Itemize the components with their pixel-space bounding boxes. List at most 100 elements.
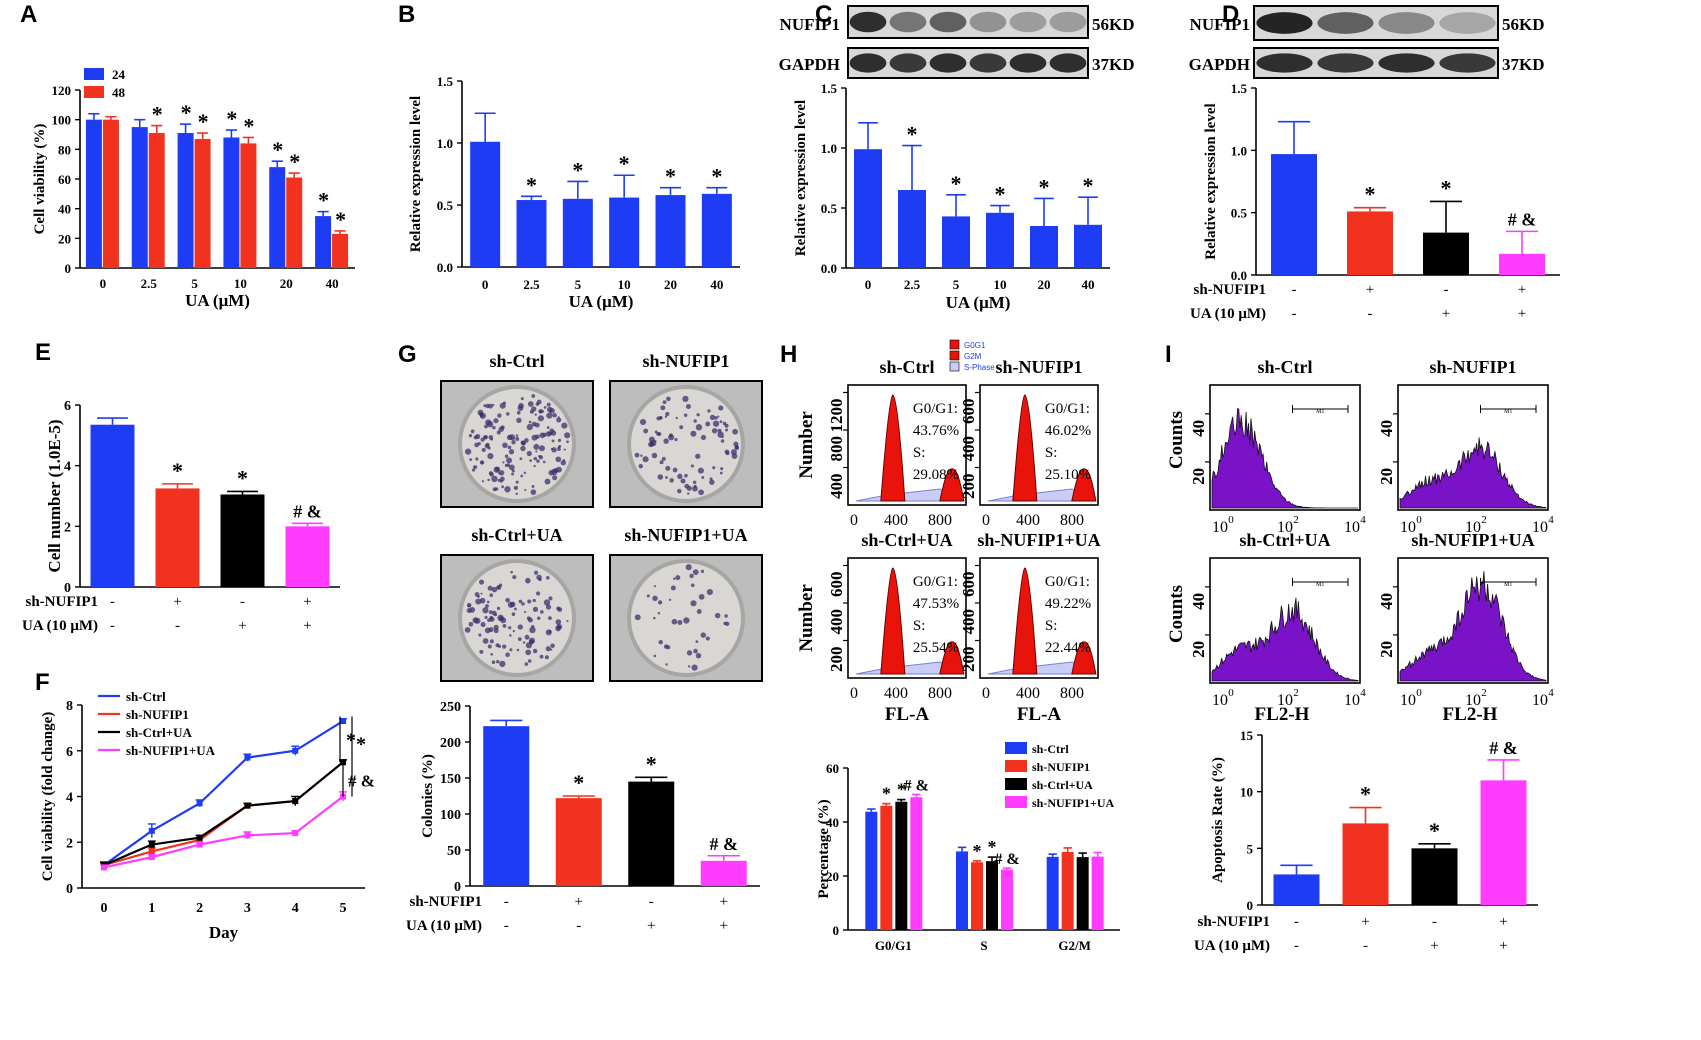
colony <box>683 617 690 624</box>
colony <box>717 431 724 438</box>
sig-marker: * <box>237 465 248 490</box>
colony <box>668 598 672 601</box>
colony <box>515 492 518 496</box>
y-tick-label: 0 <box>66 882 73 897</box>
y-tick-label: 0 <box>65 261 72 276</box>
colony <box>557 438 562 442</box>
colony <box>525 642 532 649</box>
colony <box>515 437 520 441</box>
blot-band <box>1049 11 1087 33</box>
blot-C-GAPDH <box>847 47 1089 79</box>
bar <box>910 797 923 930</box>
colony <box>480 622 486 628</box>
x-tick-label: 2 <box>196 901 203 916</box>
blot-band <box>849 53 887 73</box>
colony <box>712 466 716 470</box>
colony <box>720 439 725 443</box>
y-tick-label: 250 <box>440 700 461 715</box>
sig-marker: * <box>335 207 346 232</box>
colony <box>693 419 697 423</box>
colony <box>556 606 561 611</box>
sig-marker: * <box>995 182 1006 207</box>
x-tick-exp: 4 <box>1360 687 1366 699</box>
bar <box>155 488 200 587</box>
colony <box>498 583 503 587</box>
colony <box>501 485 504 489</box>
colony <box>481 480 485 483</box>
colony <box>698 489 704 496</box>
bar <box>102 119 119 269</box>
x-tick-exp: 4 <box>1360 514 1366 526</box>
colony <box>469 458 473 462</box>
sig-marker: # & <box>293 501 322 521</box>
x-tick-label: 2.5 <box>904 277 921 292</box>
y-tick-label: 600 <box>959 399 978 425</box>
cell-cycle-stat: S: <box>1045 618 1058 634</box>
colony <box>520 474 524 478</box>
blot-band <box>1317 12 1374 34</box>
colony <box>556 466 562 473</box>
x-tick-exp: 4 <box>1548 687 1554 699</box>
y-tick-label: 40 <box>1377 420 1396 437</box>
data-point <box>244 802 251 809</box>
fl2-histogram <box>1211 597 1359 682</box>
bar <box>1347 211 1393 275</box>
y-tick-label: 0 <box>454 880 461 895</box>
plate-label: sh-NUFIP1+UA <box>624 525 747 545</box>
treat-I-sign: - <box>1363 938 1368 954</box>
colony <box>705 421 711 427</box>
flow-i-3: M1 20 40 <box>1377 557 1549 684</box>
colony <box>487 453 494 460</box>
bar <box>898 190 926 268</box>
colony <box>544 478 551 485</box>
bar <box>1411 848 1458 905</box>
colony <box>490 437 494 441</box>
colony <box>493 624 499 630</box>
panel-B-chart: 0.0 0.5 1.0 1.5 Relative expression level 0 * 2… <box>408 74 740 311</box>
sig-marker: * <box>172 458 183 483</box>
y-tick-label: 20 <box>826 869 839 884</box>
colony <box>663 438 669 444</box>
colony <box>732 428 738 435</box>
colony <box>643 428 649 434</box>
colony <box>493 628 499 634</box>
treat-G-sign: + <box>720 894 728 910</box>
colony <box>686 485 692 491</box>
colony <box>489 615 494 620</box>
colony <box>512 437 515 440</box>
x-tick-label: 4 <box>292 901 299 916</box>
y-tick-label: 1200 <box>827 399 846 433</box>
bar <box>470 141 501 267</box>
colony <box>687 665 691 668</box>
y-tick-label: 1.5 <box>821 81 838 96</box>
legend-label: sh-Ctrl+UA <box>1032 778 1093 792</box>
blot-band <box>1256 53 1313 73</box>
m1-label: M1 <box>1504 409 1512 415</box>
y-tick-label: 120 <box>52 83 72 98</box>
bar <box>1076 857 1089 930</box>
colony <box>536 399 542 405</box>
data-point <box>148 841 155 848</box>
treat-E-sign: - <box>110 618 115 634</box>
plate-sh-nufip1-ua <box>609 554 763 682</box>
colony <box>534 422 540 428</box>
sig-marker: * <box>951 171 962 196</box>
treat-G-sign: + <box>575 894 583 910</box>
colony <box>700 434 707 441</box>
x-tick-exp: 4 <box>1548 514 1554 526</box>
colony <box>511 472 515 476</box>
y-tick-label: 1.5 <box>437 74 454 89</box>
colony <box>685 404 691 410</box>
colony <box>718 405 724 411</box>
colony <box>687 492 690 495</box>
treat-D-sign: - <box>1444 282 1449 298</box>
x-tick-label: 10 <box>1532 519 1548 536</box>
legend-swatch <box>84 68 104 80</box>
colony <box>487 446 491 450</box>
y-tick-label: 0.0 <box>1231 268 1247 283</box>
colony <box>660 405 666 411</box>
x-tick-label: 800 <box>1060 512 1084 529</box>
colony <box>536 591 541 596</box>
colony <box>657 474 664 480</box>
colony <box>496 430 501 435</box>
